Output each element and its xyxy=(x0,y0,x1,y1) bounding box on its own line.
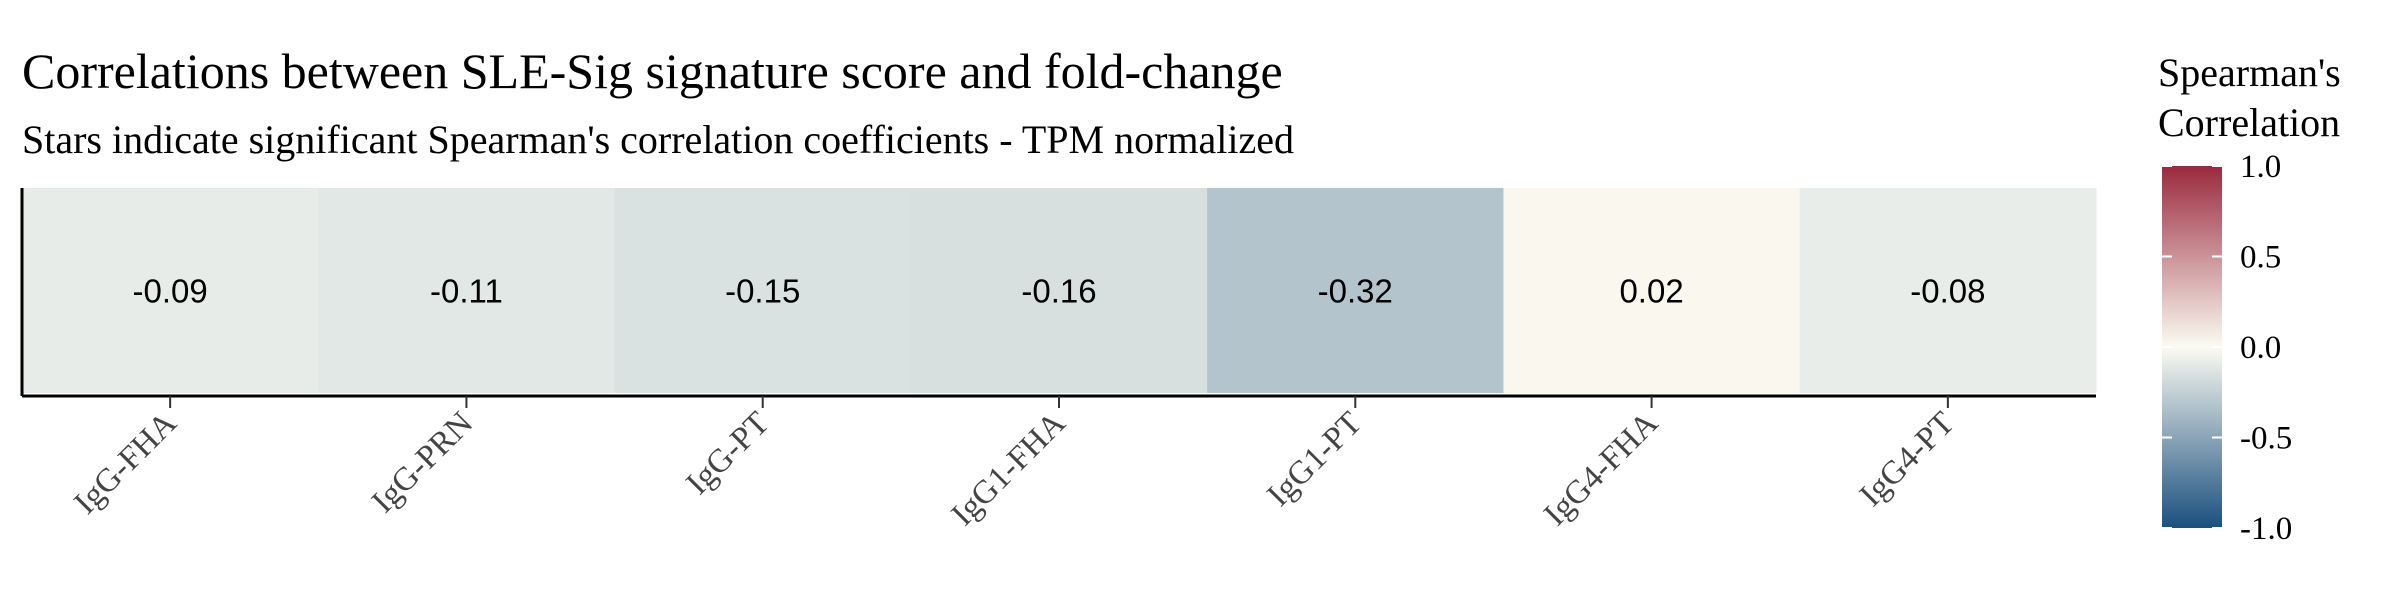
x-tick-label: IgG1-PT xyxy=(1261,405,1369,513)
cell-value-label: -0.16 xyxy=(1021,273,1096,310)
heatmap-cell-igg-pt xyxy=(614,188,912,393)
x-tick-label: IgG4-FHA xyxy=(1537,405,1665,533)
legend-title-line2: Correlation xyxy=(2158,100,2341,145)
x-tick-label: IgG4-PT xyxy=(1853,405,1961,513)
x-tick-label: IgG-FHA xyxy=(68,405,184,521)
heatmap-cell-labels: -0.09 -0.11 -0.15 -0.16 -0.32 0.02 -0.08 xyxy=(133,273,1986,310)
cell-value-label: -0.09 xyxy=(133,273,208,310)
x-axis-tick-labels: IgG-FHA IgG-PRN IgG-PT IgG1-FHA IgG1-PT IgG4-… xyxy=(68,405,1962,533)
heatmap-cell-igg4-fha xyxy=(1503,188,1801,393)
heatmap-cells xyxy=(22,188,2097,393)
cell-value-label: -0.15 xyxy=(725,273,800,310)
x-tick-label: IgG1-FHA xyxy=(945,405,1073,533)
x-tick-label: IgG-PT xyxy=(680,405,777,502)
legend-ticks xyxy=(2162,165,2222,529)
legend-tick-labels: 1.0 0.5 0.0 -0.5 -1.0 xyxy=(2240,149,2292,547)
x-axis-ticks xyxy=(169,396,1949,408)
legend-title-line1: Spearman's xyxy=(2158,50,2341,95)
chart-title: Correlations between SLE-Sig signature s… xyxy=(22,43,1283,99)
chart-subtitle: Stars indicate significant Spearman's co… xyxy=(22,117,1295,162)
legend-title: Spearman's Correlation xyxy=(2158,48,2341,148)
heatmap-cell-igg1-fha xyxy=(910,188,1208,393)
heatmap-cell-igg1-pt xyxy=(1207,188,1504,393)
heatmap-cell-igg4-pt xyxy=(1799,188,2097,393)
cell-value-label: -0.11 xyxy=(430,273,503,310)
legend-tick-label: 0.0 xyxy=(2240,330,2281,366)
legend-tick-label: 0.5 xyxy=(2240,240,2281,276)
cell-value-label: -0.08 xyxy=(1910,273,1985,310)
legend-tick-label: -0.5 xyxy=(2240,421,2292,457)
legend-tick-label: -1.0 xyxy=(2240,511,2292,547)
legend-tick-label: 1.0 xyxy=(2240,149,2281,185)
heatmap-cell-igg-fha xyxy=(22,188,319,393)
x-tick-label: IgG-PRN xyxy=(365,405,480,520)
cell-value-label: -0.32 xyxy=(1318,273,1393,310)
cell-value-label: 0.02 xyxy=(1619,273,1683,310)
heatmap-cell-igg-prn xyxy=(318,188,616,393)
